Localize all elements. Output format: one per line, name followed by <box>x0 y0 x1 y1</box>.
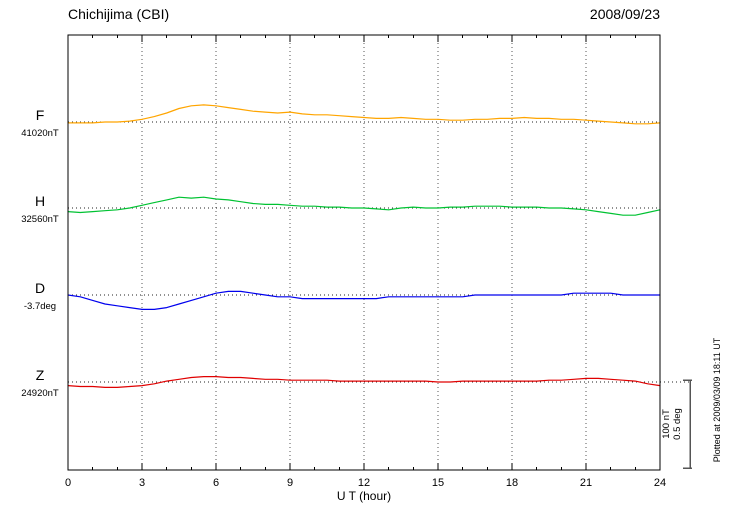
series-letter-D: D <box>35 280 45 296</box>
series-letter-Z: Z <box>36 367 45 383</box>
series-line-D <box>67 290 661 310</box>
baselines-group <box>68 121 692 383</box>
x-tick-label: 18 <box>506 477 518 489</box>
x-tick-label: 6 <box>213 477 219 489</box>
x-tick-label: 3 <box>139 477 145 489</box>
x-tick-label: 21 <box>580 477 592 489</box>
series-baseline-value-F: 41020nT <box>21 128 59 139</box>
x-tick-label: 9 <box>287 477 293 489</box>
scale-bar: 100 nT 0.5 deg <box>661 379 692 469</box>
series-line-Z <box>67 376 661 388</box>
scale-bar-nt-label: 100 nT <box>661 409 672 439</box>
scale-bar-deg-label: 0.5 deg <box>672 408 683 440</box>
plotted-at-note: Plotted at 2009/03/09 18:11 UT <box>712 337 722 462</box>
plot-date: 2008/09/23 <box>590 6 660 22</box>
gridlines-group <box>141 35 587 470</box>
ticks-group <box>67 35 661 470</box>
series-baseline-value-Z: 24920nT <box>21 388 59 399</box>
x-tick-label: 24 <box>654 477 666 489</box>
series-labels-group: F 41020nT H 32560nT D -3.7deg Z 24920nT <box>21 107 59 399</box>
series-letter-H: H <box>35 193 45 209</box>
x-tick-label: 12 <box>358 477 370 489</box>
series-letter-F: F <box>36 107 45 123</box>
x-tick-label: 15 <box>432 477 444 489</box>
x-axis-label: U T (hour) <box>337 489 391 503</box>
series-baseline-value-D: -3.7deg <box>24 301 56 312</box>
series-baseline-value-H: 32560nT <box>21 214 59 225</box>
series-line-F <box>67 104 661 125</box>
x-tick-label: 0 <box>65 477 71 489</box>
series-lines-group <box>67 104 661 388</box>
series-line-H <box>67 196 661 216</box>
x-tick-labels-group: 0 3 6 9 12 15 18 21 24 <box>65 477 666 489</box>
plot-border <box>67 34 661 471</box>
station-title: Chichijima (CBI) <box>68 6 169 22</box>
